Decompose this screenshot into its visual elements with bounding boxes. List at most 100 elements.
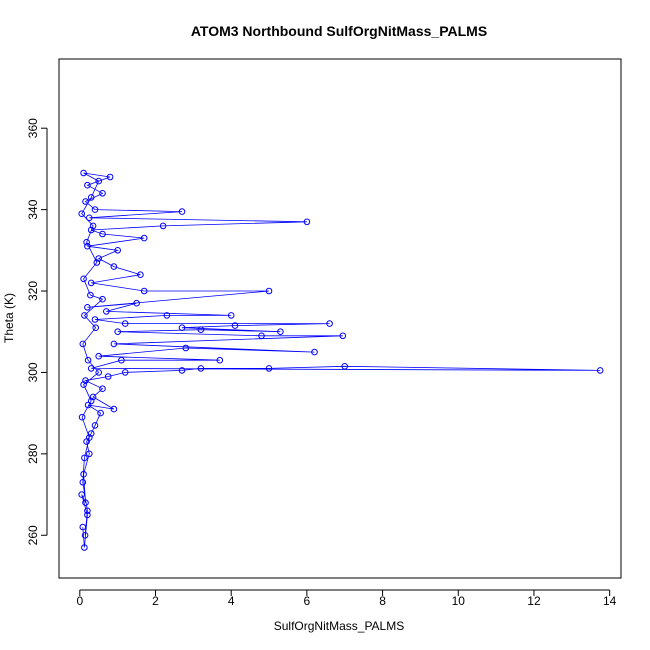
y-tick-label: 320 xyxy=(26,281,40,301)
data-point xyxy=(103,308,110,315)
data-point xyxy=(87,291,94,299)
data-point xyxy=(178,367,186,374)
data-point xyxy=(110,405,118,413)
data-point xyxy=(110,263,118,270)
data-point xyxy=(89,393,97,401)
data-point xyxy=(159,222,167,230)
data-point xyxy=(81,454,88,462)
data-point xyxy=(311,348,318,356)
data-point xyxy=(118,356,125,364)
data-point xyxy=(303,218,311,226)
chart-title: ATOM3 Northbound SulfOrgNitMass_PALMS xyxy=(191,23,487,39)
data-point xyxy=(326,320,333,327)
data-point xyxy=(114,247,121,254)
data-point xyxy=(87,397,95,405)
data-point xyxy=(121,369,129,376)
data-point xyxy=(92,324,99,332)
data-point xyxy=(89,222,97,230)
data-point xyxy=(87,430,95,437)
data-point xyxy=(140,287,148,295)
y-axis-label: Theta (K) xyxy=(2,293,16,343)
data-point xyxy=(78,413,86,421)
data-point xyxy=(265,365,273,372)
x-tick-label: 14 xyxy=(603,594,617,608)
data-point xyxy=(99,295,106,303)
data-point xyxy=(82,198,89,205)
data-point xyxy=(91,316,99,323)
data-point xyxy=(197,326,205,334)
x-tick-label: 10 xyxy=(452,594,466,608)
data-point xyxy=(95,352,102,360)
data-point xyxy=(133,299,140,307)
data-point xyxy=(82,499,89,507)
data-point xyxy=(596,367,604,374)
data-point xyxy=(91,206,99,213)
data-point xyxy=(87,194,95,201)
y-tick-label: 260 xyxy=(26,525,40,545)
data-point xyxy=(110,340,118,348)
data-point xyxy=(79,340,87,348)
data-point xyxy=(84,304,91,311)
x-axis-label: SulfOrgNitMass_PALMS xyxy=(274,619,404,633)
data-point xyxy=(86,434,93,441)
y-tick-label: 360 xyxy=(26,118,40,138)
data-point xyxy=(95,369,102,376)
data-point xyxy=(81,532,89,539)
data-point xyxy=(277,328,284,336)
data-point xyxy=(78,491,85,498)
data-point xyxy=(87,226,95,234)
data-point xyxy=(182,344,190,352)
x-tick-label: 4 xyxy=(228,594,235,608)
data-point xyxy=(84,181,91,189)
y-tick-label: 300 xyxy=(26,362,40,382)
data-point xyxy=(341,363,349,370)
data-point xyxy=(231,322,239,329)
data-point xyxy=(339,332,347,340)
data-point xyxy=(93,259,101,266)
data-point xyxy=(78,210,85,217)
data-point xyxy=(114,328,121,336)
data-point xyxy=(82,377,89,384)
data-point xyxy=(83,238,90,246)
x-axis: 0 2 4 6 8 10 12 14 xyxy=(76,589,617,608)
data-point xyxy=(163,312,171,319)
data-point xyxy=(106,173,114,181)
y-axis: 260 280 300 320 340 360 xyxy=(26,118,48,545)
x-tick-label: 0 xyxy=(76,594,83,608)
data-point xyxy=(79,523,87,531)
data-point xyxy=(216,356,224,364)
data-point xyxy=(99,385,106,393)
data-point xyxy=(137,271,144,279)
x-tick-label: 12 xyxy=(527,594,541,608)
data-point xyxy=(81,312,88,319)
data-point xyxy=(140,234,148,242)
data-point xyxy=(87,365,95,372)
data-point xyxy=(95,177,102,185)
data-point xyxy=(84,356,92,364)
data-point xyxy=(86,214,93,222)
data-point xyxy=(86,450,93,458)
data-point xyxy=(258,332,265,340)
y-tick-label: 280 xyxy=(26,443,40,463)
data-point xyxy=(84,511,91,519)
data-point xyxy=(178,208,186,215)
x-tick-label: 6 xyxy=(304,594,311,608)
y-tick-label: 340 xyxy=(26,199,40,219)
series-layer xyxy=(78,169,604,551)
plot-frame xyxy=(58,58,622,579)
data-point xyxy=(80,275,87,283)
data-point xyxy=(84,242,91,250)
data-point xyxy=(81,544,88,551)
data-point xyxy=(99,230,106,238)
series-line xyxy=(81,172,601,548)
data-point xyxy=(87,279,95,287)
data-point xyxy=(178,324,186,332)
data-point xyxy=(99,190,106,197)
data-point xyxy=(84,401,92,409)
data-point xyxy=(84,507,91,515)
data-point xyxy=(97,409,104,417)
data-point xyxy=(80,470,87,478)
x-tick-label: 2 xyxy=(152,594,159,608)
data-point xyxy=(265,287,273,295)
data-point xyxy=(104,373,112,380)
